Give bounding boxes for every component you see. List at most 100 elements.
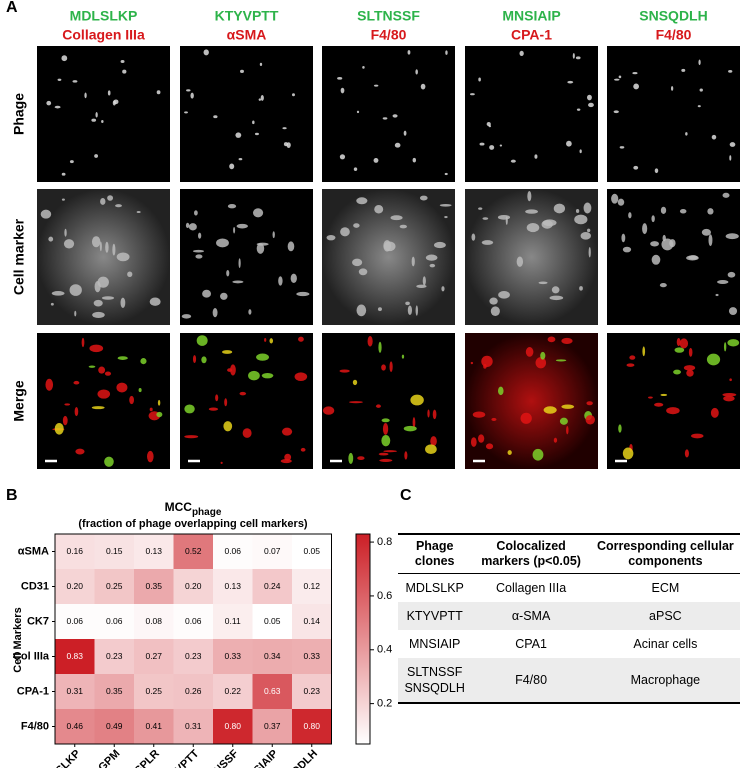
column-label: HPYSPLR (117, 748, 162, 768)
column-label: SNSQDLH (273, 748, 320, 768)
signal-blob (575, 208, 580, 214)
signal-blob (542, 219, 557, 227)
signal-blob (340, 227, 350, 237)
table-cell: Collagen IIIa (495, 581, 567, 595)
signal-blob (192, 249, 205, 253)
signal-blob (220, 461, 223, 464)
signal-blob (224, 398, 228, 407)
cell-label: 0.49 (106, 721, 123, 731)
signal-blob (226, 269, 230, 277)
signal-blob (654, 168, 659, 174)
signal-blob (229, 163, 235, 170)
signal-blob (198, 232, 202, 239)
heatmap-cell (252, 709, 292, 744)
cell-label: 0.25 (106, 581, 123, 591)
signal-blob (98, 366, 106, 374)
heatmap-frame (54, 533, 332, 745)
signal-blob (498, 291, 510, 299)
signal-blob (261, 372, 274, 379)
row-label: Phage (11, 93, 27, 135)
heatmap-cell (292, 674, 332, 709)
signal-blob (100, 198, 106, 205)
cell-label: 0.41 (145, 721, 162, 731)
cell-label: 0.14 (303, 616, 320, 626)
cell-label: 0.15 (106, 546, 123, 556)
signal-blob (322, 406, 335, 415)
table-cell: KTYVPTT (398, 602, 472, 630)
heatmap-cell (134, 639, 174, 674)
signal-blob (622, 246, 632, 253)
signal-blob (617, 198, 625, 206)
signal-blob (549, 295, 564, 301)
table-row: MDLSLKP Collagen IIIa ECM (398, 574, 740, 603)
cell-label: 0.05 (303, 546, 320, 556)
signal-blob (367, 335, 373, 347)
signal-blob (259, 62, 263, 66)
signal-blob (478, 207, 483, 210)
signal-blob (586, 401, 593, 406)
signal-blob (660, 206, 667, 214)
colorbar-tick-label: 0.2 (377, 698, 392, 710)
cell-label: 0.83 (66, 651, 83, 661)
signal-blob (81, 337, 85, 348)
heatmap-cell (134, 534, 174, 569)
table-cell: α-SMA (471, 602, 591, 630)
header-cell: Corresponding cellular components (590, 533, 740, 574)
table-cell: MDLSLKP (398, 574, 471, 603)
heatmap-cell (55, 709, 95, 744)
signal-blob (69, 160, 74, 164)
signal-blob (471, 233, 476, 241)
signal-blob (381, 434, 391, 447)
cell-label: 0.46 (66, 721, 83, 731)
signal-blob (538, 281, 548, 285)
signal-blob (633, 165, 639, 170)
signal-blob (551, 286, 560, 294)
signal-blob (286, 142, 291, 148)
signal-blob (260, 95, 264, 101)
heatmap-cell (173, 709, 213, 744)
signal-blob (619, 146, 625, 149)
signal-blob (353, 223, 360, 228)
row-label: Col IIIa (13, 650, 50, 662)
signal-blob (540, 351, 546, 360)
signal-blob (723, 342, 727, 352)
signal-blob (670, 86, 674, 91)
signal-blob (401, 354, 405, 359)
signal-blob (101, 120, 104, 124)
signal-blob (707, 208, 714, 215)
signal-blob (613, 110, 619, 114)
cell-label: 0.31 (66, 686, 83, 696)
table-cell: MNSIAIP (398, 630, 471, 658)
signal-blob (235, 132, 242, 138)
signal-blob (374, 205, 384, 214)
signal-blob (208, 407, 219, 411)
signal-blob (136, 210, 141, 213)
heatmap-cell (173, 604, 213, 639)
signal-blob (230, 364, 236, 376)
signal-blob (507, 450, 512, 455)
signal-blob (534, 154, 538, 159)
signal-blob (681, 68, 686, 72)
signal-blob (642, 346, 646, 357)
cell-label: 0.07 (264, 546, 281, 556)
signal-blob (444, 215, 448, 219)
signal-blob (715, 293, 719, 297)
signal-blob (61, 172, 66, 176)
column-label: MNSIAIP (240, 748, 281, 768)
signal-blob (516, 256, 524, 267)
signal-blob (422, 276, 426, 286)
clone-label: MDLSLKP (70, 8, 138, 24)
signal-blob (269, 338, 274, 344)
signal-blob (588, 102, 594, 108)
colorbar (355, 533, 371, 745)
table-cell: aPSC (590, 602, 740, 630)
signal-blob (626, 363, 635, 367)
heatmap-cell (173, 534, 213, 569)
signal-blob (686, 369, 694, 377)
micrograph (607, 46, 740, 182)
signal-blob (485, 443, 494, 450)
cell-label: 0.11 (225, 616, 241, 626)
signal-blob (120, 297, 126, 308)
signal-blob (711, 134, 717, 140)
